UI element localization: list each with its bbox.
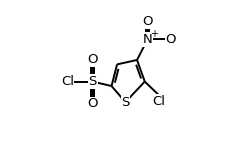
Text: O: O xyxy=(87,97,98,110)
Text: S: S xyxy=(88,75,97,88)
Text: O: O xyxy=(142,15,153,28)
Text: Cl: Cl xyxy=(152,95,165,108)
Text: O: O xyxy=(87,53,98,66)
Text: +: + xyxy=(150,30,158,39)
Text: N: N xyxy=(143,33,152,46)
Text: -: - xyxy=(169,37,173,47)
Text: S: S xyxy=(121,96,130,109)
Text: O: O xyxy=(165,33,176,46)
Text: Cl: Cl xyxy=(61,75,74,88)
